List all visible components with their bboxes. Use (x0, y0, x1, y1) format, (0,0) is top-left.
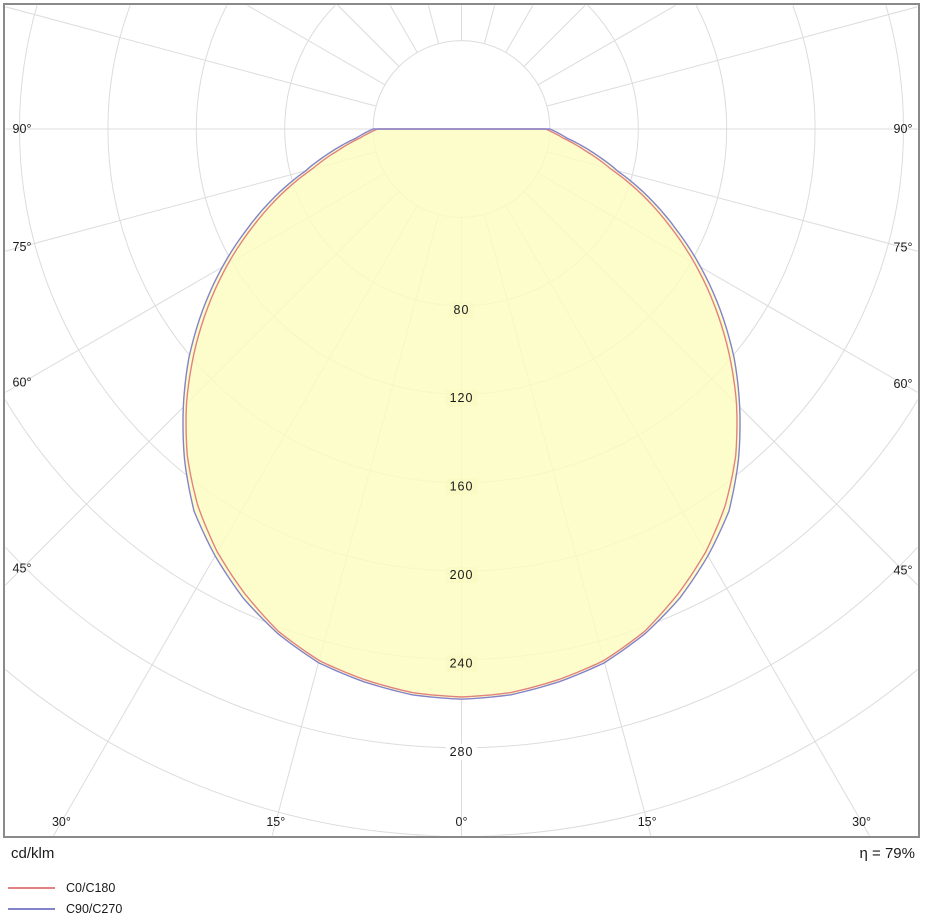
intensity-fill-area (183, 129, 740, 700)
grid-radial-line (537, 5, 677, 86)
ring-label-240: 240 (450, 656, 474, 670)
ring-label-80: 80 (454, 303, 470, 317)
grid-radial-line (5, 151, 377, 252)
grid-radial-line (546, 151, 918, 252)
legend-item-c90-c270: C90/C270 (8, 898, 122, 919)
angle-label-right-45: 45° (894, 564, 913, 578)
angle-label-bottom-left-15: 15° (266, 815, 285, 829)
ring-label-120: 120 (450, 391, 474, 405)
grid-radial-line (546, 6, 918, 107)
ring-label-bg (445, 567, 478, 583)
ring-label-bg (445, 655, 478, 672)
ring-label-160: 160 (450, 480, 474, 494)
angle-label-left-45: 45° (13, 562, 32, 576)
unit-label: cd/klm (11, 845, 55, 862)
grid-radial-line (5, 6, 377, 107)
ring-label-bg (445, 478, 478, 495)
angle-label-left-60: 60° (13, 376, 32, 390)
angle-label-bottom-right-15: 15° (638, 815, 657, 829)
legend-label: C0/C180 (66, 880, 116, 895)
c0-c180-line-swatch (8, 886, 55, 889)
ring-label-bg (445, 743, 478, 760)
angle-label-right-75: 75° (894, 240, 913, 254)
grid-radial-line (246, 5, 386, 86)
angle-label-bottom-0: 0° (456, 815, 468, 829)
ring-label-280: 280 (450, 745, 474, 759)
angle-label-right-60: 60° (894, 377, 913, 391)
ring-label-bg (450, 301, 473, 318)
ring-label-200: 200 (450, 568, 474, 582)
angle-label-bottom-left-30: 30° (52, 815, 71, 829)
curve-c0-c180 (185, 128, 738, 698)
efficiency-label: η = 79% (859, 845, 915, 862)
ring-label-bg (445, 390, 478, 407)
angle-label-bottom-right-30: 30° (852, 815, 871, 829)
angle-label-left-75: 75° (13, 240, 32, 254)
legend-item-c0-c180: C0/C180 (8, 877, 122, 898)
legend: C0/C180 C90/C270 (8, 877, 122, 919)
angle-label-left-90: 90° (13, 122, 32, 136)
curve-c90-c270 (182, 128, 741, 700)
legend-label: C90/C270 (66, 901, 123, 916)
angle-label-right-90: 90° (894, 122, 913, 136)
c90-c270-line-swatch (8, 907, 55, 910)
